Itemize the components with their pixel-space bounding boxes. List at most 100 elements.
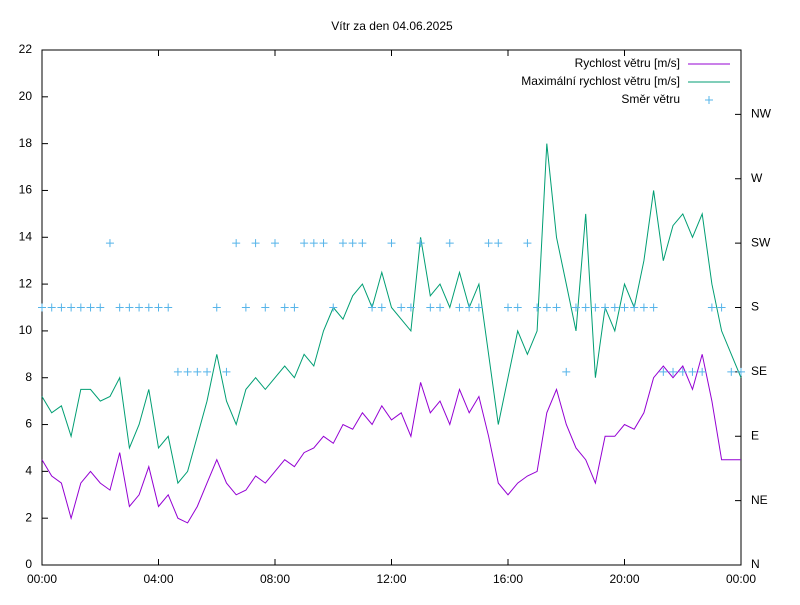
y-tick-label: 16: [19, 183, 33, 197]
x-tick-label: 16:00: [493, 572, 523, 586]
y-tick-label: 6: [25, 417, 32, 431]
point: [669, 367, 678, 376]
point: [115, 303, 124, 312]
point: [261, 303, 270, 312]
point: [455, 303, 464, 312]
point: [542, 303, 551, 312]
y-tick-label: 18: [19, 136, 33, 150]
point: [620, 303, 629, 312]
point: [271, 239, 279, 248]
point: [474, 303, 483, 312]
point: [125, 303, 134, 312]
point: [552, 303, 561, 312]
y-tick-label: 4: [25, 464, 32, 478]
point: [601, 303, 610, 312]
point: [368, 303, 377, 312]
point: [222, 367, 231, 376]
y2-tick-label: S: [751, 300, 759, 314]
point: [358, 239, 367, 248]
x-tick-label: 04:00: [143, 572, 173, 586]
legend-swatch: [705, 96, 713, 104]
point: [67, 303, 76, 312]
point: [591, 303, 600, 312]
point: [436, 303, 445, 312]
point: [465, 303, 474, 312]
y-tick-label: 12: [19, 276, 33, 290]
point: [251, 239, 260, 248]
y-tick-label: 8: [25, 370, 32, 384]
y2-tick-label: N: [751, 557, 760, 571]
point: [76, 303, 85, 312]
point: [445, 239, 454, 248]
point: [338, 239, 347, 248]
y-tick-label: 20: [19, 89, 33, 103]
point: [57, 303, 66, 312]
y-tick-label: 0: [25, 557, 32, 571]
point: [377, 303, 386, 312]
point: [630, 303, 639, 312]
y-tick-label: 10: [19, 323, 33, 337]
point: [232, 239, 241, 248]
point: [241, 303, 250, 312]
point: [193, 367, 202, 376]
point: [96, 303, 105, 312]
point: [416, 239, 425, 248]
point: [581, 303, 590, 312]
point: [144, 303, 153, 312]
legend-label: Rychlost větru [m/s]: [575, 56, 680, 70]
x-tick-label: 12:00: [376, 572, 406, 586]
point: [397, 303, 406, 312]
y2-tick-label: W: [751, 171, 763, 185]
point: [300, 239, 309, 248]
point: [649, 303, 658, 312]
point: [86, 303, 95, 312]
point: [571, 303, 580, 312]
point: [387, 239, 396, 248]
point: [309, 239, 318, 248]
y-tick-label: 22: [19, 42, 33, 56]
point: [737, 367, 745, 376]
point: [154, 303, 163, 312]
point: [523, 239, 532, 248]
point: [164, 303, 173, 312]
point: [562, 367, 571, 376]
point: [329, 303, 338, 312]
chart-title: Vítr za den 04.06.2025: [331, 19, 453, 33]
point: [504, 303, 512, 312]
point: [533, 303, 542, 312]
point: [135, 303, 144, 312]
y2-tick-label: SE: [751, 364, 767, 378]
point: [173, 367, 182, 376]
point: [47, 303, 56, 312]
point: [183, 367, 192, 376]
x-tick-label: 00:00: [27, 572, 57, 586]
point: [639, 303, 648, 312]
x-tick-label: 08:00: [260, 572, 290, 586]
y-tick-label: 2: [25, 510, 32, 524]
point: [426, 303, 435, 312]
point: [348, 239, 357, 248]
point: [290, 303, 299, 312]
line-series: [41, 143, 742, 485]
point: [212, 303, 221, 312]
point: [717, 303, 726, 312]
x-tick-label: 20:00: [609, 572, 639, 586]
point: [38, 303, 46, 312]
point: [678, 367, 687, 376]
point: [484, 239, 493, 248]
point: [280, 303, 289, 312]
point: [698, 367, 707, 376]
y2-tick-label: SW: [751, 235, 771, 249]
point: [610, 303, 619, 312]
line-series: [41, 354, 741, 524]
y2-tick-label: NE: [751, 493, 768, 507]
point: [494, 239, 503, 248]
point: [406, 303, 415, 312]
point: [319, 239, 328, 248]
legend-label: Maximální rychlost větru [m/s]: [521, 74, 680, 88]
point: [727, 367, 736, 376]
y2-tick-label: E: [751, 428, 759, 442]
x-tick-label: 00:00: [726, 572, 756, 586]
